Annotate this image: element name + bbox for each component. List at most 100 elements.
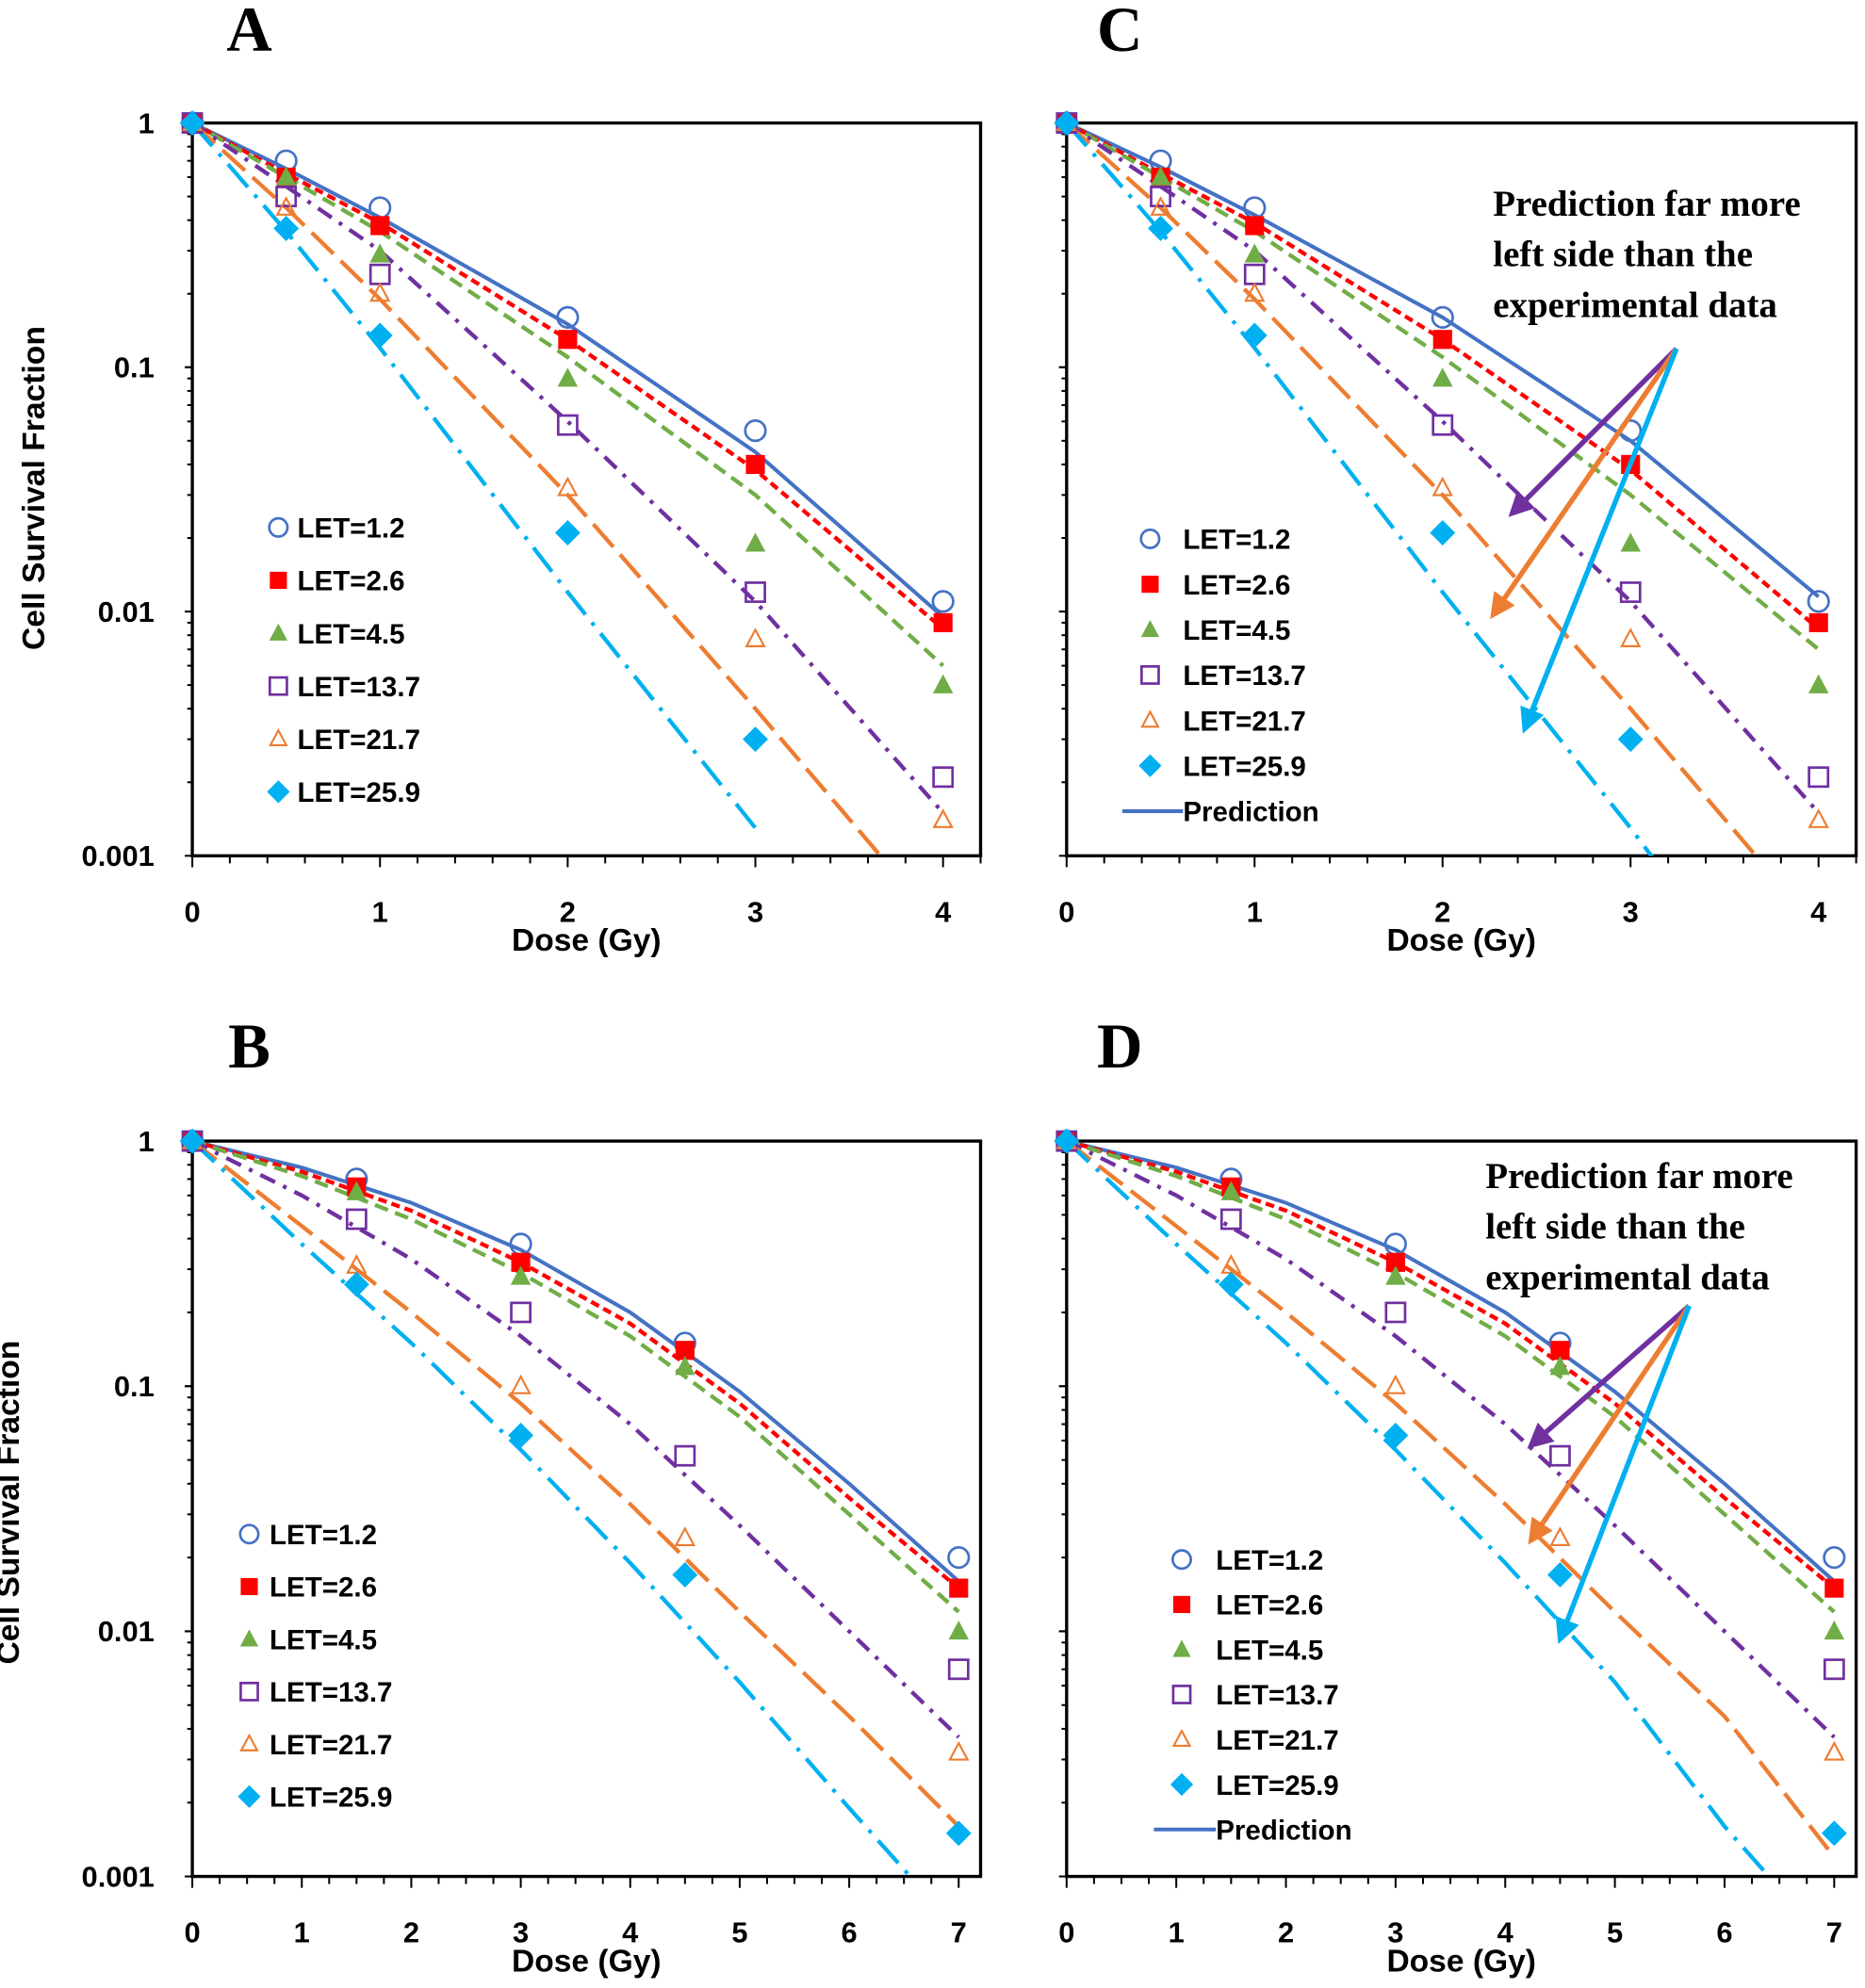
marker-triangle-open (275, 196, 297, 216)
marker-square-open (1431, 414, 1454, 436)
marker-diamond (945, 1820, 972, 1847)
marker-triangle (239, 1629, 259, 1647)
x-tick-label: 2 (1434, 895, 1450, 928)
legend: LET=1.2 LET=2.6 LET=4.5 LET=13.7 LET=21.7 LET… (267, 513, 420, 808)
marker-diamond (267, 780, 290, 804)
x-tick-label: 6 (842, 1916, 858, 1949)
marker-diamond (343, 1271, 369, 1297)
marker-circle (1823, 1545, 1846, 1570)
marker-square-open (1140, 665, 1160, 685)
marker-triangle (932, 674, 954, 693)
marker-triangle (346, 1181, 368, 1200)
fit-line-purple (192, 122, 945, 815)
marker-triangle-open (557, 476, 579, 497)
marker-triangle (1432, 367, 1453, 387)
legend-label: Prediction (1216, 1816, 1351, 1847)
x-tick-label: 0 (184, 1916, 200, 1949)
marker-square (745, 454, 765, 475)
annotation-text: experimental data (1493, 285, 1777, 325)
marker-square-open (1150, 186, 1171, 208)
marker-triangle-open (1824, 1740, 1845, 1761)
marker-triangle (1385, 1265, 1406, 1285)
marker-triangle-open (1150, 196, 1171, 216)
x-tick-label: 6 (1716, 1916, 1732, 1949)
legend-label: LET=21.7 (298, 725, 420, 756)
marker-triangle (948, 1620, 970, 1640)
y-tick-label: 0.01 (98, 1615, 155, 1648)
marker-square (1385, 1252, 1405, 1272)
arrow-purple (1527, 1304, 1692, 1449)
x-tick-label: 5 (1607, 1916, 1623, 1949)
y-tick-label: 0.1 (114, 351, 155, 384)
panel-label: A (226, 0, 272, 65)
plot-frame (190, 121, 983, 858)
legend-label: LET=25.9 (1183, 752, 1305, 783)
marker-square (675, 1341, 695, 1361)
annotation-text: left side than the (1493, 235, 1753, 275)
x-tick-label: 0 (184, 895, 200, 928)
marker-triangle-open (744, 627, 766, 647)
x-tick-label: 0 (1058, 895, 1074, 928)
marker-triangle (1220, 1181, 1242, 1200)
marker-square (933, 612, 953, 633)
marker-square (240, 1577, 258, 1596)
marker-square (949, 1578, 969, 1598)
annotation-text: experimental data (1485, 1258, 1770, 1298)
marker-circle (368, 196, 392, 220)
marker-triangle (557, 367, 579, 387)
legend-label: LET=4.5 (1216, 1635, 1323, 1666)
y-tick-label: 0.1 (114, 1370, 155, 1403)
legend-label: LET=4.5 (270, 1624, 377, 1655)
marker-triangle (744, 532, 766, 552)
marker-triangle (1244, 243, 1266, 263)
fit-line-orange (1066, 1141, 1837, 1859)
x-tick-label: 3 (747, 895, 763, 928)
arrow-cyan (1555, 1305, 1692, 1644)
legend-label: LET=4.5 (1183, 615, 1290, 646)
x-tick-label: 3 (513, 1916, 529, 1949)
marker-diamond (1170, 1772, 1194, 1797)
marker-diamond (1430, 520, 1456, 546)
fit-line-red (192, 1141, 960, 1590)
marker-square-open (556, 414, 579, 436)
x-tick-label: 7 (1826, 1916, 1842, 1949)
marker-circle (1807, 590, 1830, 613)
fit-line-green (1066, 122, 1821, 651)
x-tick-label: 1 (1169, 1916, 1185, 1949)
marker-triangle-open (932, 808, 954, 828)
marker-diamond (1617, 726, 1644, 753)
marker-square-open (275, 186, 298, 208)
legend-label: LET=21.7 (1216, 1725, 1338, 1756)
marker-square (1432, 330, 1452, 350)
x-tick-label: 1 (294, 1916, 310, 1949)
fit-line-cyan (1066, 122, 1654, 856)
marker-triangle-open (1620, 627, 1642, 647)
x-tick-label: 4 (1497, 1916, 1514, 1949)
panel-label: B (228, 1011, 270, 1082)
fit-line-purple (192, 1141, 960, 1739)
data-points (1054, 1128, 1847, 1847)
marker-triangle (675, 1356, 695, 1376)
marker-diamond (237, 1784, 261, 1808)
plot-frame (190, 1139, 983, 1879)
arrow-cyan (1520, 348, 1679, 734)
marker-square-open (368, 263, 391, 285)
marker-square (1550, 1341, 1570, 1361)
arrow-orange (1528, 1304, 1692, 1545)
fit-lines (1066, 122, 1821, 856)
marker-triangle (1824, 1620, 1845, 1640)
marker-square-open (1549, 1444, 1571, 1467)
x-axis-label: Dose (Gy) (512, 1944, 661, 1979)
marker-circle (268, 516, 289, 538)
legend-label: LET=1.2 (1183, 525, 1290, 556)
marker-diamond (179, 1128, 205, 1154)
marker-square-open (674, 1444, 696, 1467)
plot-frame (1065, 121, 1858, 858)
legend-label: LET=21.7 (270, 1730, 392, 1761)
y-tick-label: 1 (139, 106, 155, 139)
marker-diamond (1138, 754, 1162, 777)
y-tick-label: 0.001 (82, 839, 155, 872)
fit-line-red (192, 122, 945, 631)
marker-diamond (1054, 110, 1080, 136)
